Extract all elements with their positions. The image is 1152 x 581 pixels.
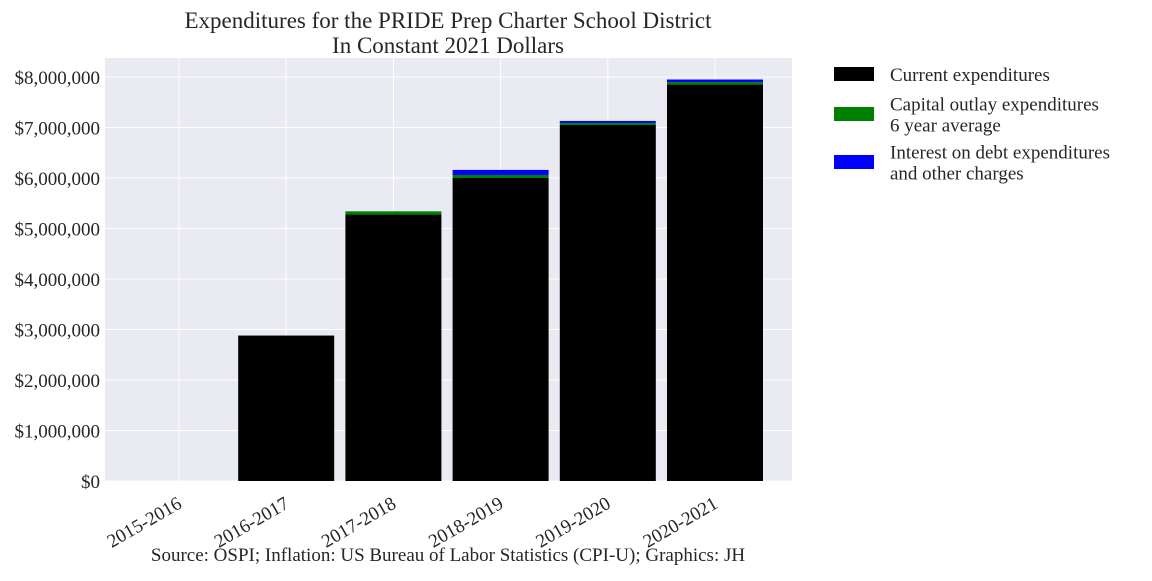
x-axis-ticks: 2015-2016 2016-2017 2017-2018 2018-2019 2019… [104, 493, 722, 552]
bar-segment-3 [667, 79, 763, 83]
y-tick-label: $5,000,000 [15, 220, 101, 241]
y-tick-label: $2,000,000 [15, 371, 101, 392]
legend-label: and other charges [890, 164, 1024, 185]
chart-title: Expenditures for the PRIDE Prep Charter … [185, 8, 713, 33]
x-tick-label: 2019-2020 [533, 493, 615, 552]
bar-segment-2 [452, 174, 549, 178]
bar-segment-1 [345, 214, 442, 482]
x-tick-label: 2020-2021 [640, 493, 722, 552]
chart-subtitle: In Constant 2021 Dollars [332, 33, 564, 58]
bar-segment-1 [559, 124, 656, 481]
bar-segment-3 [559, 120, 656, 123]
source-note: Source: OSPI; Inflation: US Bureau of La… [151, 545, 745, 566]
x-tick-label: 2018-2019 [425, 493, 507, 552]
legend-swatch [834, 67, 874, 81]
legend-swatch [834, 155, 874, 169]
legend-label: 6 year average [890, 116, 1001, 137]
y-tick-label: $6,000,000 [15, 169, 101, 190]
legend: Current expenditures Capital outlay expen… [834, 65, 1110, 185]
bar-segment-3 [452, 169, 549, 175]
bar-segment-2 [559, 122, 656, 125]
y-tick-label: $1,000,000 [15, 422, 101, 443]
bar-segment-1 [452, 178, 549, 481]
y-tick-label: $0 [81, 472, 100, 493]
y-tick-label: $3,000,000 [15, 321, 101, 342]
x-tick-label: 2016-2017 [211, 493, 293, 552]
bar-segment-2 [667, 82, 763, 85]
y-axis-ticks: $0 $1,000,000 $2,000,000 $3,000,000 $4,000,0… [15, 68, 101, 493]
legend-label: Interest on debt expenditures [890, 143, 1110, 164]
bar-segment-1 [667, 84, 763, 481]
bars [238, 79, 763, 482]
y-tick-label: $7,000,000 [15, 119, 101, 140]
legend-swatch [834, 107, 874, 121]
bar-segment-1 [238, 335, 335, 481]
y-tick-label: $8,000,000 [15, 68, 101, 89]
bar-segment-2 [345, 211, 442, 215]
x-tick-label: 2015-2016 [104, 493, 186, 552]
y-tick-label: $4,000,000 [15, 270, 101, 291]
legend-label: Current expenditures [890, 65, 1050, 86]
x-tick-label: 2017-2018 [318, 493, 400, 552]
legend-label: Capital outlay expenditures [890, 95, 1099, 116]
